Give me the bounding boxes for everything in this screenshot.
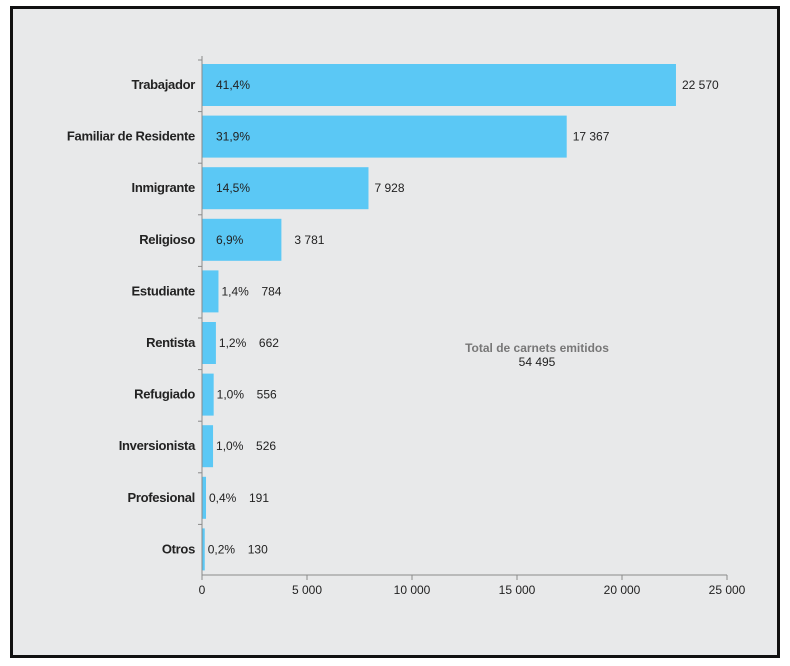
- x-tick-label: 15 000: [499, 583, 536, 597]
- bar-7: [202, 373, 214, 416]
- category-label: Trabajador: [132, 77, 196, 92]
- percent-labels: 41,4% 31,9% 14,5% 6,9% 1,4% 1,2% 1,0% 1,0% 0,4% 0…: [208, 78, 251, 556]
- category-label: Inmigrante: [132, 180, 196, 195]
- bar-4: [202, 218, 282, 261]
- value-label: 17 367: [573, 130, 610, 144]
- percent-label: 0,2%: [208, 542, 236, 556]
- percent-label: 6,9%: [216, 233, 244, 247]
- chart-frame: [10, 6, 780, 658]
- category-label: Familiar de Residente: [67, 129, 195, 144]
- percent-label: 1,0%: [217, 388, 245, 402]
- percent-label: 14,5%: [216, 181, 250, 195]
- value-label: 7 928: [374, 181, 404, 195]
- x-tick-label: 25 000: [709, 583, 746, 597]
- bars-group: [202, 64, 676, 571]
- bar-3: [202, 167, 369, 210]
- percent-label: 31,9%: [216, 130, 250, 144]
- percent-label: 1,4%: [221, 284, 249, 298]
- category-label: Otros: [162, 541, 195, 556]
- category-label: Rentista: [146, 335, 196, 350]
- x-tick-label: 5 000: [292, 583, 322, 597]
- x-tick-label: 20 000: [604, 583, 641, 597]
- category-label: Refugiado: [134, 387, 195, 402]
- bar-8: [202, 425, 214, 468]
- percent-label: 1,2%: [219, 336, 247, 350]
- value-label: 526: [256, 439, 276, 453]
- percent-label: 1,0%: [216, 439, 244, 453]
- total-annotation: Total de carnets emitidos 54 495: [465, 341, 609, 369]
- category-labels: Trabajador Familiar de Residente Inmigrant…: [67, 77, 196, 556]
- value-label: 784: [261, 284, 281, 298]
- value-label: 22 570: [682, 78, 719, 92]
- value-label: 130: [248, 542, 268, 556]
- axes-group: 0 5 000 10 000 15 000 20 000 25 000: [198, 56, 746, 597]
- bar-6: [202, 322, 216, 364]
- value-labels: 22 570 17 367 7 928 3 781 784 662 556 526 191 130: [248, 78, 719, 556]
- bar-1: [202, 64, 676, 106]
- total-annotation-value: 54 495: [519, 355, 556, 369]
- category-label: Inversionista: [119, 438, 196, 453]
- value-label: 556: [257, 388, 277, 402]
- category-label: Religioso: [139, 232, 195, 247]
- value-label: 191: [249, 491, 269, 505]
- bar-5: [202, 270, 219, 313]
- value-label: 662: [259, 336, 279, 350]
- bar-10: [202, 528, 205, 571]
- bar-2: [202, 115, 567, 158]
- x-tick-label: 10 000: [394, 583, 431, 597]
- total-annotation-title: Total de carnets emitidos: [465, 341, 609, 355]
- x-tick-label: 0: [199, 583, 206, 597]
- percent-label: 0,4%: [209, 491, 237, 505]
- bar-9: [202, 476, 207, 519]
- percent-label: 41,4%: [216, 78, 250, 92]
- page-margin: [0, 0, 10, 666]
- category-label: Profesional: [128, 490, 196, 505]
- value-label: 3 781: [294, 233, 324, 247]
- category-label: Estudiante: [132, 283, 196, 298]
